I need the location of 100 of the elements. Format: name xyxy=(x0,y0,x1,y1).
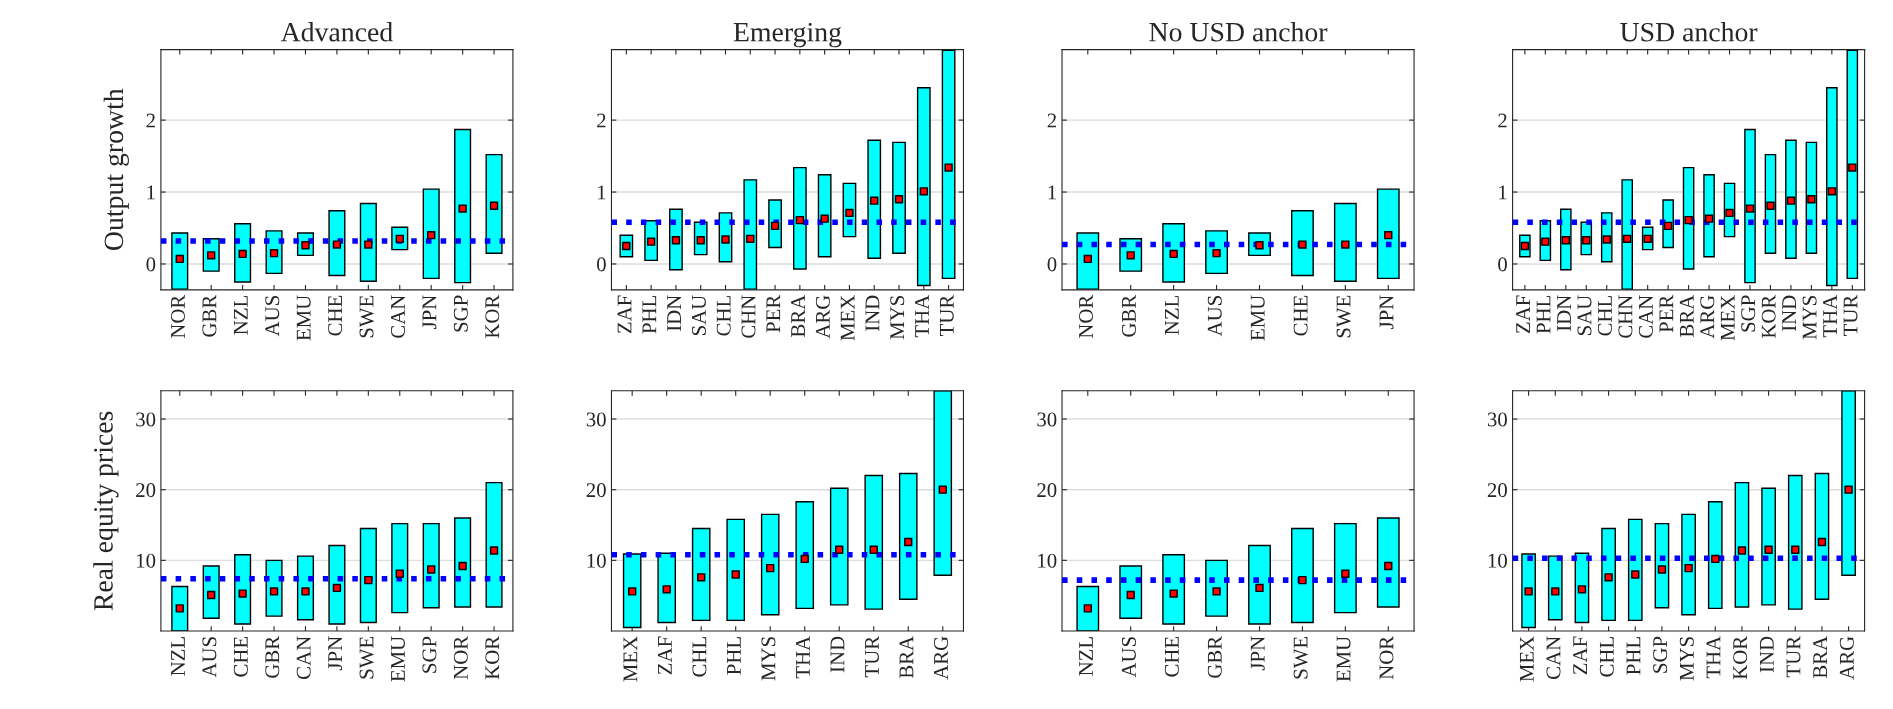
bar xyxy=(1162,554,1186,625)
x-tick-label: MYS xyxy=(890,296,905,340)
x-tick-label: TUR xyxy=(1786,635,1801,678)
point xyxy=(1384,231,1393,240)
point xyxy=(207,590,216,600)
bar xyxy=(864,474,884,610)
x-tick-label: CHL xyxy=(1599,637,1614,677)
y-tick-label: 20 xyxy=(1037,483,1057,498)
point xyxy=(1711,554,1720,564)
x-tick-label: AUS xyxy=(1207,296,1222,337)
bar xyxy=(1621,179,1634,290)
x-tick-label: ARG xyxy=(1839,636,1854,680)
x-tick-label: NZL xyxy=(1165,295,1179,335)
x-tick-label: NOR xyxy=(170,294,185,339)
x-tick-label: NOR xyxy=(1379,635,1394,680)
x-tick-label: PER xyxy=(766,294,781,333)
point xyxy=(1602,235,1611,244)
bar xyxy=(1333,202,1357,282)
point xyxy=(766,563,775,573)
x-tick-label: NOR xyxy=(453,635,468,680)
x-tick-label: SWE xyxy=(1293,636,1308,679)
y-tick-label: 10 xyxy=(137,553,156,568)
point xyxy=(1083,604,1092,613)
point xyxy=(870,196,879,205)
x-tick-label: NZL xyxy=(171,637,185,676)
bar xyxy=(898,472,918,600)
x-tick-label: SWE xyxy=(359,295,374,338)
point xyxy=(1561,236,1570,245)
bar xyxy=(359,527,377,624)
x-tick-label: NZL xyxy=(233,295,248,335)
x-tick-label: EMU xyxy=(391,636,405,682)
point xyxy=(770,221,780,231)
x-tick-label: SWE xyxy=(359,636,374,679)
point xyxy=(489,201,499,210)
x-tick-label: ARG xyxy=(815,295,830,339)
x-tick-label: ZAF xyxy=(1516,295,1530,334)
point xyxy=(1551,587,1560,596)
x-tick-label: MEX xyxy=(1720,295,1735,341)
bar xyxy=(1841,390,1856,576)
point xyxy=(1083,254,1092,264)
point xyxy=(646,237,656,246)
point xyxy=(1764,545,1773,554)
point xyxy=(1623,234,1632,243)
point xyxy=(1577,585,1587,594)
point xyxy=(894,195,904,204)
point xyxy=(835,545,844,554)
x-tick-label: EMU xyxy=(1250,295,1265,341)
y-tick-label: 1 xyxy=(598,185,606,200)
bar xyxy=(941,49,956,280)
point xyxy=(269,587,279,596)
y-tick-label: 2 xyxy=(146,113,155,128)
point xyxy=(820,214,829,223)
x-tick-label: IND xyxy=(830,636,845,673)
y-tick-label: 30 xyxy=(1037,412,1057,427)
x-tick-label: KOR xyxy=(1733,635,1748,680)
y-tick-label: 30 xyxy=(1487,412,1507,427)
point xyxy=(1384,561,1393,571)
bar xyxy=(1333,522,1357,614)
bar xyxy=(1681,513,1696,616)
point xyxy=(458,204,467,213)
x-tick-label: THA xyxy=(1823,294,1837,338)
point xyxy=(1298,240,1307,249)
x-tick-label: SAU xyxy=(1577,295,1592,336)
x-tick-label: CAN xyxy=(296,636,311,679)
x-tick-label: EMU xyxy=(296,295,311,341)
y-tick-label: 20 xyxy=(1487,483,1507,498)
y-axis-title: Output growth xyxy=(103,88,129,251)
bar xyxy=(1805,141,1818,254)
y-tick-label: 2 xyxy=(1498,113,1507,128)
point xyxy=(1807,195,1816,204)
x-tick-label: GBR xyxy=(265,635,280,678)
x-tick-label: THA xyxy=(915,294,929,338)
x-tick-label: SAU xyxy=(691,295,706,336)
x-tick-label: IND xyxy=(1759,636,1774,673)
x-tick-label: MEX xyxy=(840,295,855,341)
y-tick-label: 0 xyxy=(1498,257,1507,272)
bar xyxy=(829,487,849,606)
x-tick-label: AUS xyxy=(1121,637,1136,678)
x-tick-label: IDN xyxy=(667,295,681,332)
x-tick-label: IND xyxy=(1782,295,1796,332)
x-tick-label: ARG xyxy=(933,636,948,680)
bar xyxy=(657,552,677,624)
x-tick-label: JPN xyxy=(328,636,343,671)
bar xyxy=(1654,522,1670,609)
x-tick-label: THA xyxy=(1706,636,1721,679)
y-tick-label: 20 xyxy=(136,483,156,498)
bar xyxy=(171,232,189,290)
bar xyxy=(1162,223,1186,283)
point xyxy=(746,234,755,243)
x-tick-label: CAN xyxy=(390,295,405,338)
point xyxy=(1255,583,1264,593)
x-tick-label: ZAF xyxy=(657,636,672,675)
point xyxy=(869,545,878,554)
x-tick-label: GBR xyxy=(202,294,217,337)
point xyxy=(175,604,184,613)
x-tick-label: CHE xyxy=(328,295,343,336)
x-tick-label: SGP xyxy=(453,295,468,332)
bar xyxy=(933,390,953,576)
x-tick-label: CHL xyxy=(692,637,707,677)
x-tick-label: SGP xyxy=(1741,295,1756,332)
